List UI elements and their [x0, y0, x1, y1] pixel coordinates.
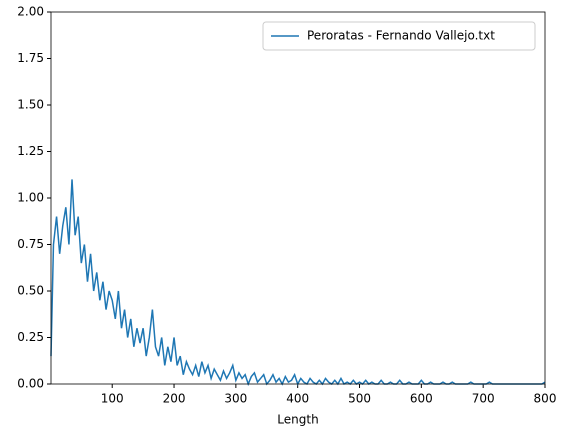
x-tick-label: 100: [101, 392, 124, 406]
y-tick-label: 0.00: [17, 377, 44, 391]
y-tick-label: 1.00: [17, 191, 44, 205]
x-tick-label: 300: [224, 392, 247, 406]
x-tick-label: 400: [286, 392, 309, 406]
x-tick-label: 700: [472, 392, 495, 406]
y-tick-label: 0.25: [17, 330, 44, 344]
x-tick-label: 800: [534, 392, 557, 406]
y-tick-label: 0.50: [17, 284, 44, 298]
y-tick-label: 1.50: [17, 98, 44, 112]
plot-frame: [50, 11, 546, 385]
x-tick-label: 200: [163, 392, 186, 406]
y-tick-label: 1.75: [17, 51, 44, 65]
y-tick-label: 2.00: [17, 5, 44, 19]
y-tick-label: 1.25: [17, 144, 44, 158]
x-tick-label: 600: [410, 392, 433, 406]
legend-box: [262, 21, 536, 51]
series-line: [50, 179, 546, 387]
legend-label: Peroratas - Fernando Vallejo.txt: [307, 29, 495, 43]
x-axis-label: Length: [277, 413, 318, 427]
y-tick-label: 0.75: [17, 237, 44, 251]
x-tick-label: 500: [348, 392, 371, 406]
